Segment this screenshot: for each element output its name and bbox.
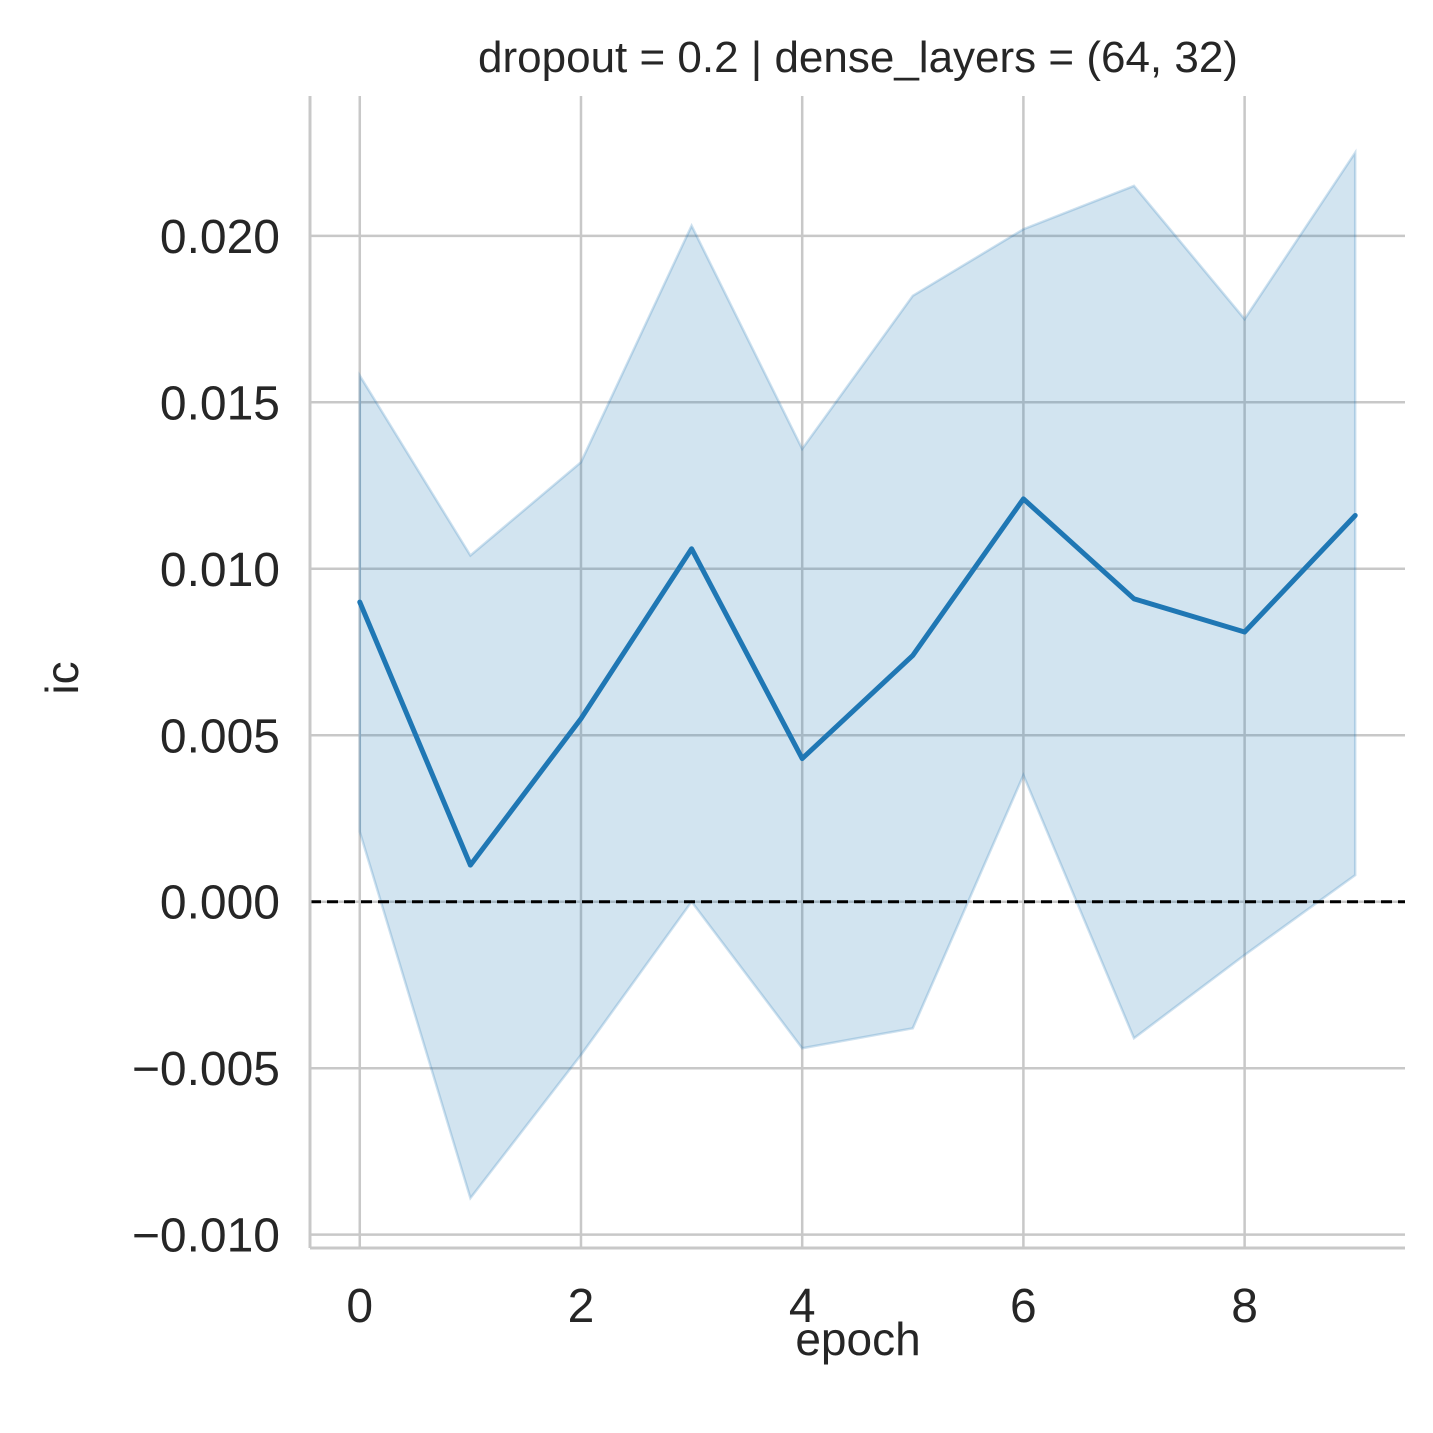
y-tick-label-6: 0.020 [160, 211, 280, 264]
y-tick-label-4: 0.010 [160, 544, 280, 597]
x-tick-label-1: 2 [568, 1280, 595, 1333]
y-tick-label-5: 0.015 [160, 377, 280, 430]
y-tick-label-3: 0.005 [160, 710, 280, 763]
grid-lines [310, 96, 1405, 1248]
y-tick-label-1: −0.005 [132, 1043, 280, 1096]
series-line [357, 496, 1358, 868]
mean-line [357, 496, 1358, 868]
confidence-band [358, 148, 1357, 1201]
x-tick-label-0: 0 [346, 1280, 373, 1333]
x-tick-label-2: 4 [789, 1280, 816, 1333]
x-tick-labels: 0 2 4 6 8 [346, 1280, 1258, 1333]
y-tick-label-0: −0.010 [132, 1210, 280, 1263]
x-axis-label: epoch [795, 1313, 920, 1365]
axis-spines [308, 96, 1405, 1250]
confidence-band-area [358, 148, 1357, 1201]
chart-title: dropout = 0.2 | dense_layers = (64, 32) [478, 33, 1238, 82]
y-axis-label: ic [36, 661, 88, 694]
x-tick-label-4: 8 [1231, 1280, 1258, 1333]
x-tick-label-3: 6 [1010, 1280, 1037, 1333]
y-tick-label-2: 0.000 [160, 877, 280, 930]
y-tick-labels: −0.010 −0.005 0.000 0.005 0.010 0.015 0.020 [132, 211, 280, 1263]
